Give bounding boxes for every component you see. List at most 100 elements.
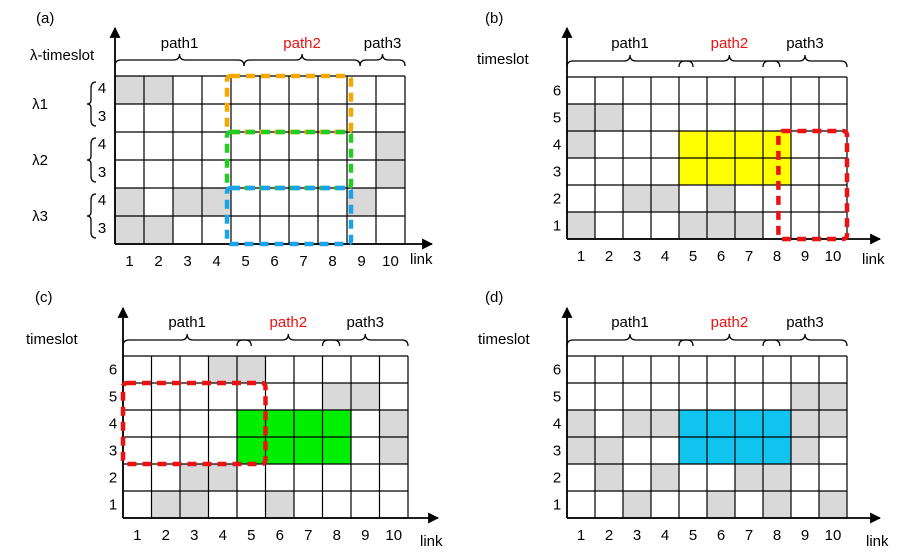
path-label: path2 (270, 314, 308, 331)
x-tick-label: 8 (773, 527, 781, 544)
occupied-cell (707, 185, 735, 212)
y-tick-label: 4 (98, 192, 106, 209)
x-tick-label: 1 (577, 527, 585, 544)
path-label: path1 (161, 35, 199, 52)
x-tick-label: 10 (825, 248, 842, 265)
path-label: path2 (711, 35, 749, 52)
wavelength-brace (86, 137, 97, 183)
occupied-cell (763, 491, 791, 518)
y-tick-label: 2 (553, 470, 561, 487)
x-tick-label: 7 (745, 248, 753, 265)
occupied-cell (735, 464, 763, 491)
occupied-cell (651, 464, 679, 491)
x-tick-label: 1 (577, 248, 585, 265)
x-tick-label: 1 (125, 253, 133, 270)
x-tick-label: 2 (162, 527, 170, 544)
x-tick-label: 4 (219, 527, 227, 544)
x-tick-label: 4 (661, 527, 669, 544)
y-tick-label: 3 (553, 164, 561, 181)
path-brace (236, 333, 341, 347)
x-tick-label: 1 (133, 527, 141, 544)
x-tick-label: 6 (270, 253, 278, 270)
occupied-cell (735, 212, 763, 239)
occupied-cell (144, 76, 173, 104)
y-tick-label: 3 (98, 220, 106, 237)
x-tick-label: 2 (154, 253, 162, 270)
y-tick-label: 2 (553, 191, 561, 208)
occupied-cell (115, 216, 144, 244)
y-axis-label: λ-timeslot (30, 47, 95, 64)
occupied-cell (819, 410, 847, 437)
x-tick-label: 5 (241, 253, 249, 270)
occupied-cell (595, 104, 623, 131)
y-axis-label: timeslot (26, 331, 79, 348)
occupied-cell (173, 188, 202, 216)
x-axis-label: link (420, 533, 443, 550)
occupied-cell (567, 131, 595, 158)
y-tick-label: 1 (109, 497, 117, 514)
x-tick-label: 9 (801, 527, 809, 544)
y-tick-label: 1 (553, 218, 561, 235)
gray-cells (567, 104, 763, 239)
panel-label: (c) (35, 289, 53, 306)
y-tick-label: 4 (98, 80, 106, 97)
x-tick-label: 6 (717, 527, 725, 544)
y-tick-label: 4 (553, 137, 561, 154)
occupied-cell (707, 212, 735, 239)
y-tick-label: 4 (98, 136, 106, 153)
occupied-cell (567, 410, 595, 437)
x-tick-label: 3 (633, 248, 641, 265)
x-tick-label: 5 (247, 527, 255, 544)
occupied-cell (707, 491, 735, 518)
gray-cells (115, 76, 405, 244)
occupied-cell (144, 216, 173, 244)
gray-cells (151, 356, 408, 518)
path-label: path3 (786, 35, 824, 52)
panel-label: (b) (485, 10, 503, 27)
occupied-cell (791, 410, 819, 437)
occupied-cell (351, 383, 380, 410)
y-tick-label: 4 (553, 416, 561, 433)
grid (566, 76, 848, 240)
occupied-cell (595, 464, 623, 491)
path-brace (122, 333, 252, 347)
y-tick-label: 6 (553, 83, 561, 100)
y-tick-label: 5 (109, 389, 117, 406)
y-axis-label: timeslot (478, 331, 531, 348)
occupied-cell (623, 185, 651, 212)
path-label: path2 (283, 35, 321, 52)
occupied-cell (208, 464, 237, 491)
path-label: path1 (611, 35, 649, 52)
occupied-cell (623, 491, 651, 518)
x-tick-label: 9 (801, 248, 809, 265)
path-label: path1 (168, 314, 206, 331)
occupied-cell (819, 383, 847, 410)
x-tick-label: 5 (689, 527, 697, 544)
occupied-cell (376, 132, 405, 160)
dashed-highlight-box (120, 380, 268, 467)
x-tick-label: 10 (382, 253, 399, 270)
occupied-cell (376, 160, 405, 188)
wavelength-group-label: λ1 (32, 96, 48, 113)
x-tick-label: 8 (328, 253, 336, 270)
occupied-cell (208, 356, 237, 383)
occupied-cell (679, 212, 707, 239)
x-tick-label: 7 (299, 253, 307, 270)
occupied-cell (180, 464, 209, 491)
dashed-highlight-box (224, 185, 354, 247)
x-tick-label: 9 (361, 527, 369, 544)
occupied-cell (763, 464, 791, 491)
x-tick-label: 5 (689, 248, 697, 265)
occupied-cell (237, 356, 266, 383)
gray-cells (567, 383, 847, 518)
path-label: path3 (346, 314, 384, 331)
wavelength-brace (86, 81, 97, 127)
path-brace (762, 333, 848, 347)
y-tick-label: 3 (98, 108, 106, 125)
x-tick-label: 3 (633, 527, 641, 544)
y-tick-label: 3 (553, 443, 561, 460)
x-tick-label: 6 (717, 248, 725, 265)
wavelength-brace (86, 193, 97, 239)
y-tick-label: 4 (109, 416, 117, 433)
